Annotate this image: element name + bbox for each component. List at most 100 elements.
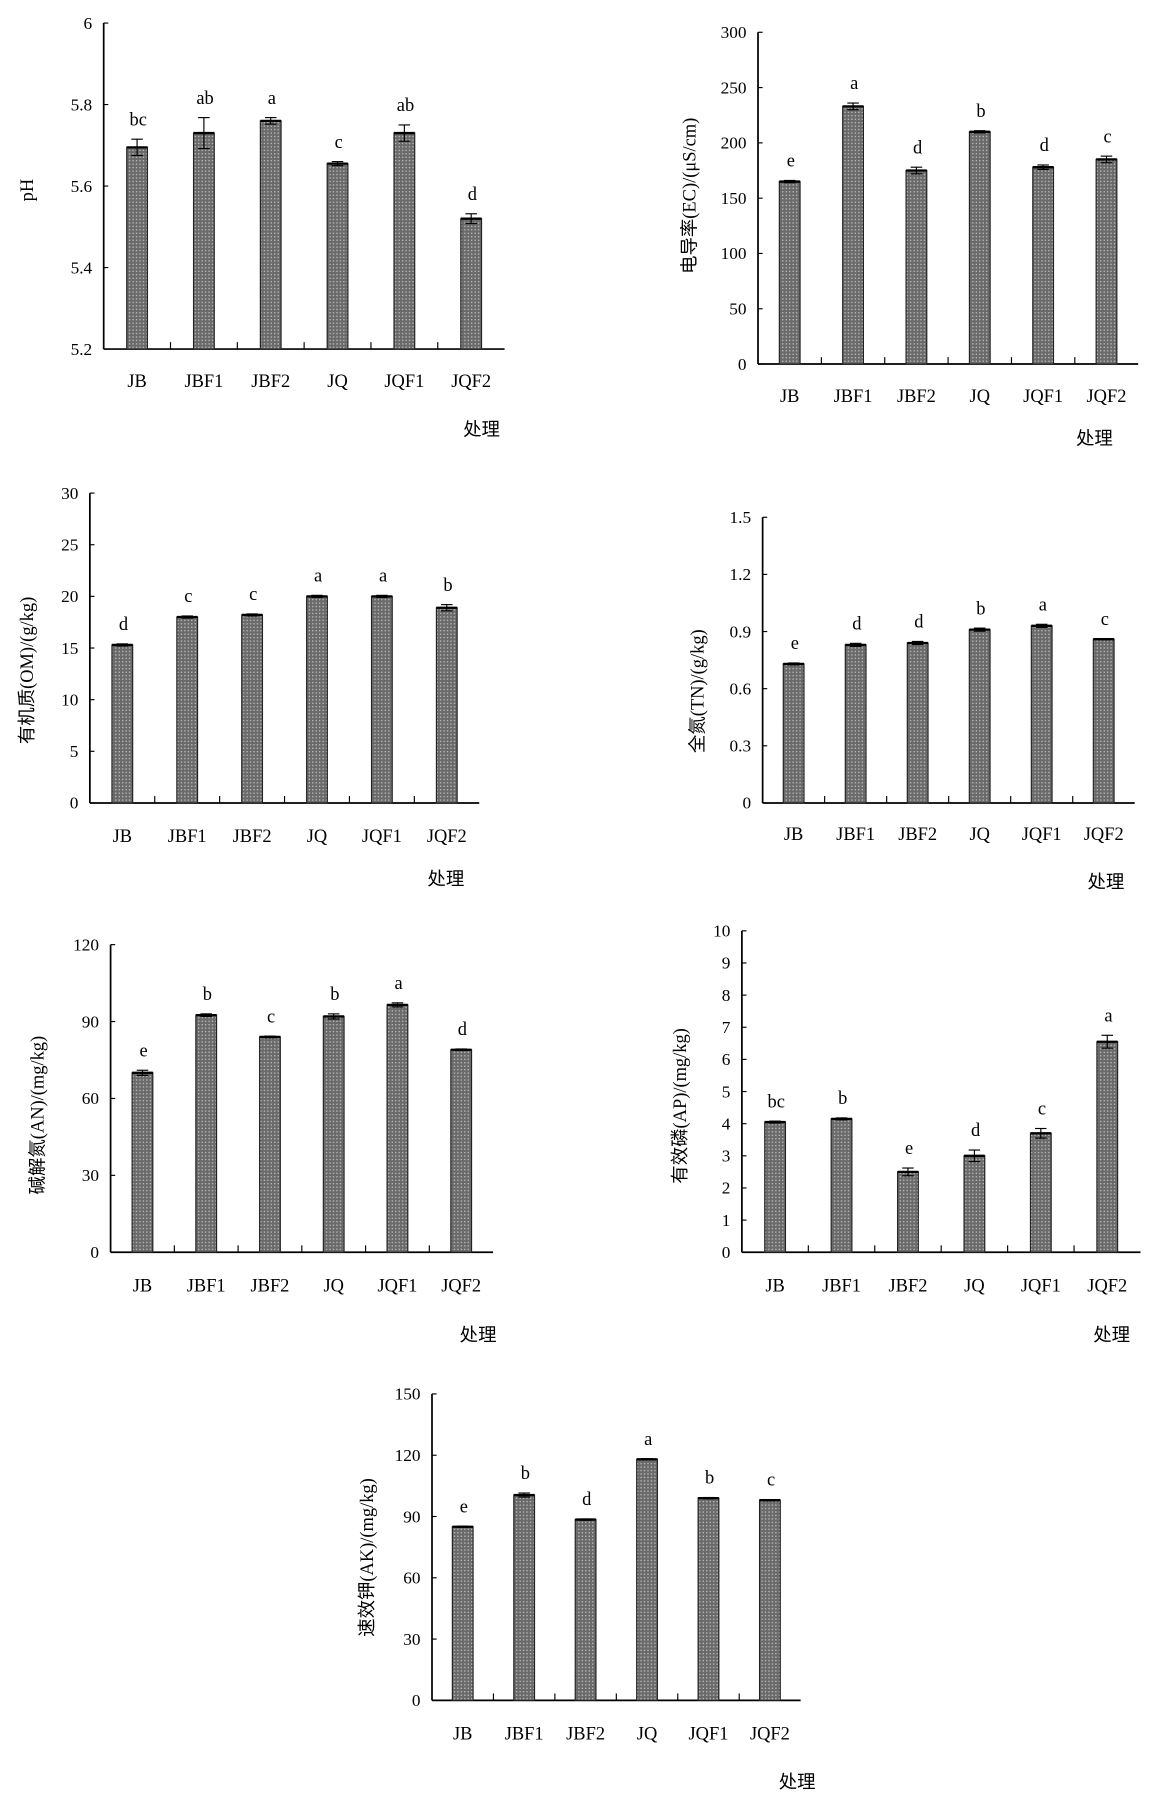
significance-letter: a xyxy=(1039,594,1047,614)
chart-panel-1: 5.2 5.4 5.6 5.8 6 bc JB ab JBF1 a JBF2 c JQ ab JQF1 d JQ… xyxy=(17,14,505,439)
bar-JQF2 xyxy=(460,218,483,350)
x-tick-label: JB xyxy=(784,824,803,844)
significance-letter: bc xyxy=(768,1091,785,1111)
bar-JQF1 xyxy=(1029,1132,1052,1253)
x-tick-label: JQF1 xyxy=(384,371,424,391)
x-tick-label: JQ xyxy=(637,1724,657,1744)
x-tick-label: JQF2 xyxy=(1087,1275,1127,1295)
x-tick-label: JQF2 xyxy=(1087,386,1127,406)
y-tick-label: 25 xyxy=(61,535,78,554)
y-tick-label: 30 xyxy=(82,1166,99,1185)
significance-letter: e xyxy=(460,1496,468,1516)
significance-letter: c xyxy=(1104,126,1112,146)
y-tick-label: 100 xyxy=(721,244,747,263)
bar-JB xyxy=(778,180,801,365)
y-tick-label: 8 xyxy=(722,986,731,1005)
bar-JQF1 xyxy=(386,1004,409,1253)
bar-JBF2 xyxy=(259,1036,281,1253)
y-tick-label: 3 xyxy=(722,1147,731,1166)
bar-JQF2 xyxy=(1092,638,1115,804)
significance-letter: b xyxy=(976,598,985,618)
y-tick-label: 5.6 xyxy=(71,177,93,196)
bar-JQ xyxy=(968,131,991,365)
y-axis-label: 电导率(EC)/(μS/cm) xyxy=(679,118,700,274)
significance-letter: e xyxy=(787,151,795,171)
x-tick-label: JQF1 xyxy=(377,1275,417,1295)
bar-JB xyxy=(126,146,149,350)
bar-JBF2 xyxy=(259,120,282,350)
chart-panel-2: 0 50 100 150 200 250 300 e JB a JBF1 d JBF2 b JQ d JQF1 c… xyxy=(679,23,1139,449)
y-tick-label: 7 xyxy=(722,1018,731,1037)
bar-JQF2 xyxy=(758,1499,781,1701)
y-tick-label: 5.2 xyxy=(71,340,93,359)
x-tick-label: JBF1 xyxy=(822,1275,861,1295)
bar-JQ xyxy=(636,1458,658,1701)
x-tick-label: JBF1 xyxy=(187,1275,226,1295)
x-tick-label: JBF1 xyxy=(184,371,223,391)
bar-JQF1 xyxy=(1032,166,1055,365)
bar-JQ xyxy=(963,1155,986,1253)
y-tick-label: 60 xyxy=(403,1569,420,1588)
x-tick-label: JBF2 xyxy=(898,824,937,844)
chart-panel-3: 0 5 10 15 20 25 30 d JB c JBF1 c JBF2 a JQ a JQF1 b JQF2 有机… xyxy=(17,484,480,889)
bar-JQF1 xyxy=(393,132,416,350)
significance-letter: d xyxy=(913,137,922,157)
x-tick-label: JB xyxy=(133,1275,152,1295)
x-tick-label: JQ xyxy=(327,371,347,391)
x-tick-label: JQF1 xyxy=(1021,1275,1061,1295)
x-tick-label: JQ xyxy=(323,1275,343,1295)
x-tick-label: JQF1 xyxy=(1022,824,1062,844)
y-tick-label: 15 xyxy=(61,639,78,658)
y-tick-label: 250 xyxy=(721,78,747,97)
y-tick-label: 30 xyxy=(61,484,78,503)
y-tick-label: 0 xyxy=(722,1243,731,1262)
significance-letter: b xyxy=(203,984,212,1004)
y-axis-label: 全氮(TN)/(g/kg) xyxy=(687,629,708,753)
bar-JBF2 xyxy=(905,169,928,365)
significance-letter: e xyxy=(905,1138,913,1158)
y-tick-label: 10 xyxy=(61,690,78,709)
bar-JB xyxy=(111,644,134,804)
significance-letter: d xyxy=(582,1489,591,1509)
y-tick-label: 0 xyxy=(412,1691,421,1710)
bar-JBF1 xyxy=(176,616,199,804)
bar-JBF2 xyxy=(897,1171,919,1253)
y-tick-label: 1.5 xyxy=(730,508,752,527)
x-tick-label: JBF1 xyxy=(168,826,207,846)
y-tick-label: 150 xyxy=(395,1385,421,1404)
significance-letter: b xyxy=(330,984,339,1004)
y-tick-label: 200 xyxy=(721,134,747,153)
bar-JBF2 xyxy=(241,614,264,804)
significance-letter: b xyxy=(443,575,452,595)
bar-JB xyxy=(131,1072,154,1253)
x-tick-label: JBF2 xyxy=(897,386,936,406)
significance-letter: c xyxy=(335,132,343,152)
x-tick-label: JBF1 xyxy=(836,824,875,844)
x-tick-label: JB xyxy=(453,1724,472,1744)
significance-letter: c xyxy=(767,1470,775,1490)
x-tick-label: JQF2 xyxy=(441,1275,481,1295)
bar-JQF2 xyxy=(435,607,458,804)
y-tick-label: 30 xyxy=(403,1630,420,1649)
x-axis-label: 处理 xyxy=(1093,1325,1130,1345)
bar-JBF1 xyxy=(830,1118,853,1253)
significance-letter: a xyxy=(644,1429,652,1449)
y-tick-label: 0.3 xyxy=(730,737,752,756)
y-tick-label: 50 xyxy=(729,300,746,319)
y-axis-label: pH xyxy=(17,179,37,202)
y-tick-label: 90 xyxy=(403,1507,420,1526)
significance-letter: a xyxy=(379,566,387,586)
bar-JBF2 xyxy=(906,642,929,804)
significance-letter: c xyxy=(1101,609,1109,629)
x-tick-label: JBF2 xyxy=(250,1275,289,1295)
bar-JQF1 xyxy=(1030,625,1053,804)
x-tick-label: JB xyxy=(765,1275,784,1295)
significance-letter: b xyxy=(521,1463,530,1483)
y-tick-label: 1.2 xyxy=(730,565,752,584)
significance-letter: ab xyxy=(397,95,414,115)
bar-JB xyxy=(764,1121,787,1253)
bar-JQF2 xyxy=(450,1049,473,1253)
x-tick-label: JB xyxy=(780,386,799,406)
x-axis-label: 处理 xyxy=(463,419,500,439)
x-tick-label: JBF2 xyxy=(233,826,272,846)
